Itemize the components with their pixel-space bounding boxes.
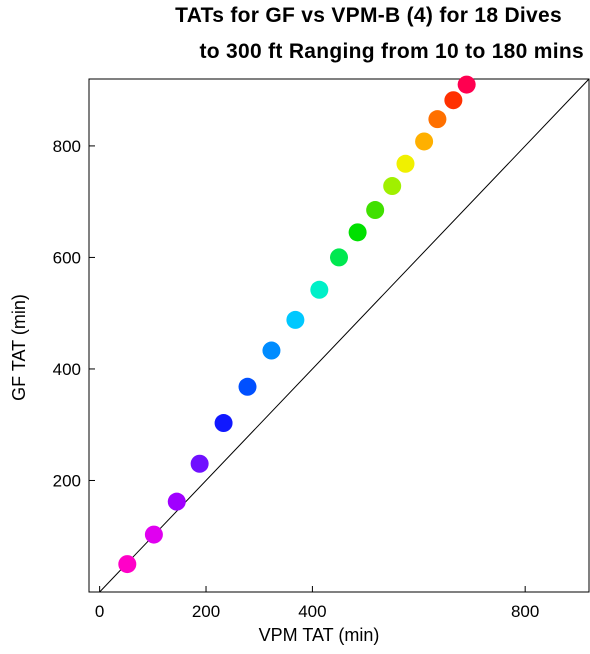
chart-title-line-2: to 300 ft Ranging from 10 to 180 mins — [199, 40, 584, 63]
data-point — [190, 454, 209, 473]
data-point — [383, 177, 402, 196]
x-tick-label: 200 — [192, 602, 220, 621]
x-tick-label: 0 — [95, 602, 104, 621]
data-point — [118, 555, 137, 574]
data-point — [310, 280, 329, 299]
chart-title-line-1: TATs for GF vs VPM-B (4) for 18 Dives — [175, 4, 562, 27]
y-tick-label: 200 — [53, 471, 81, 490]
y-tick-label: 800 — [53, 137, 81, 156]
x-tick-label: 400 — [298, 602, 326, 621]
data-point — [457, 75, 476, 94]
y-axis-label: GF TAT (min) — [9, 294, 29, 401]
plot-frame — [88, 78, 590, 593]
data-point — [144, 525, 163, 544]
data-point — [330, 248, 348, 267]
y-tick-label: 400 — [53, 360, 81, 379]
data-point — [262, 341, 281, 360]
y-tick-label: 600 — [53, 248, 81, 267]
data-point — [238, 377, 257, 396]
data-point — [366, 201, 385, 220]
data-point — [396, 154, 415, 173]
data-point — [415, 132, 434, 151]
data-point — [214, 414, 233, 433]
data-point — [167, 492, 186, 511]
x-axis-label: VPM TAT (min) — [259, 625, 380, 645]
data-point — [286, 310, 305, 329]
plot-area: 0 200 400 800 200 400 600 800 — [53, 75, 590, 621]
data-point — [348, 223, 367, 242]
reference-line — [99, 78, 590, 593]
data-point — [444, 91, 463, 110]
data-point — [428, 110, 447, 129]
x-tick-label: 800 — [511, 602, 539, 621]
